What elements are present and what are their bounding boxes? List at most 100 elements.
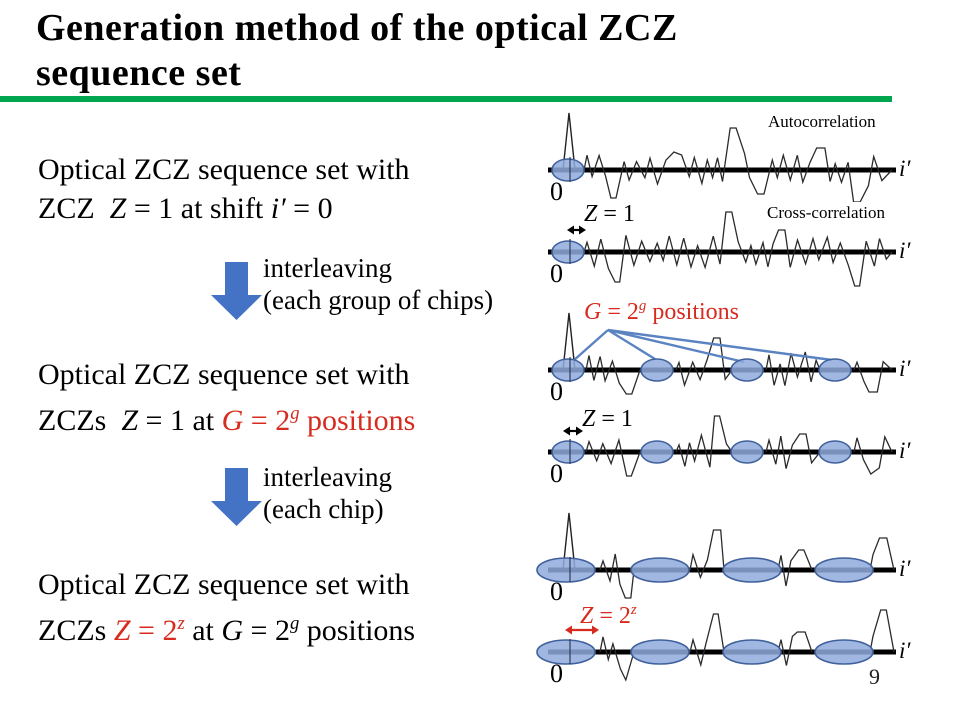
text-segment: = 2 (243, 404, 291, 437)
step-3-line-1: Optical ZCZ sequence set with (38, 568, 410, 601)
plot-autocorrelation-z2z: 0 i′ (520, 503, 960, 606)
plot-crosscorrelation-g-positions: Z = 1 0 i′ (520, 400, 960, 500)
z1-width-label: Z = 1 (584, 201, 635, 228)
var-z: z (177, 613, 185, 634)
pointer-line (607, 328, 833, 362)
text-segment: = 0 (285, 192, 333, 225)
sidelobe-noise (853, 360, 893, 393)
sidelobe-noise (689, 529, 725, 580)
axis-label: i′ (899, 556, 911, 581)
interleave-arrow-1 (211, 262, 263, 322)
g-positions-label: G = 2g positions (584, 298, 739, 326)
page-number: 9 (869, 664, 880, 689)
step-3-text: Optical ZCZ sequence set with ZCZs Z = 2… (38, 565, 415, 650)
zcz-zone-ellipse (818, 358, 852, 382)
g-positions-highlight: G = 2g positions (221, 403, 416, 437)
zcz-zone-ellipse (640, 358, 674, 382)
text-segment: = 1 at (138, 404, 222, 437)
text-segment: ZCZs (38, 614, 114, 647)
var-G: G (221, 614, 244, 647)
text-segment: = 1 (595, 406, 633, 432)
arrowhead-left-icon (567, 225, 574, 235)
zcz-zone-ellipse (536, 557, 596, 583)
sidelobe-noise (599, 553, 635, 599)
var-Z: Z (113, 614, 131, 647)
zcz-zone-ellipse (551, 158, 585, 182)
waveform-svg (536, 609, 896, 682)
superscript-g: g (290, 613, 299, 634)
pointer-line (607, 328, 745, 364)
waveform-svg (548, 211, 896, 287)
step-1-line-2: ZCZ Z = 1 at shift i′ = 0 (38, 189, 410, 228)
transition-1-line-2: (each group of chips) (263, 285, 494, 315)
var-G: G (221, 404, 244, 437)
text-segment: = 1 at shift (126, 192, 271, 225)
zcz-zone-ellipse (551, 358, 585, 382)
origin-label: 0 (550, 577, 563, 606)
axis-label: i′ (899, 238, 911, 263)
var-g: g (638, 298, 647, 314)
sidelobe-noise (599, 636, 635, 682)
z1-width-label: Z = 1 (582, 406, 633, 433)
step-1-line-1: Optical ZCZ sequence set with (38, 153, 410, 186)
axis-label: i′ (899, 438, 911, 463)
axis-label: i′ (899, 356, 911, 381)
sidelobe-noise (583, 211, 893, 287)
zcz-zone-ellipse (551, 440, 585, 464)
text-segment: = 2 (593, 603, 631, 629)
origin-label: 0 (550, 177, 563, 206)
sidelobe-noise (583, 127, 893, 202)
sidelobe-noise (675, 337, 733, 388)
zcz-zone-ellipse (722, 557, 782, 583)
text-segment: = 1 (597, 201, 635, 227)
zcz-zone-ellipse (640, 440, 674, 464)
zcz-zone-ellipse (814, 557, 874, 583)
superscript-g: g (639, 298, 646, 314)
transition-2-line-1: interleaving (263, 462, 392, 492)
sidelobe-noise (777, 631, 813, 666)
sidelobe-noise (765, 433, 821, 469)
text-segment: = 2 (601, 299, 639, 325)
zcz-zone-ellipse (818, 440, 852, 464)
transition-1-line-1: interleaving (263, 253, 392, 283)
plot-autocorrelation-z1: Autocorrelation 0 i′ (520, 105, 960, 206)
waveform-svg (548, 312, 896, 395)
origin-label: 0 (550, 259, 563, 288)
var-z: z (630, 602, 637, 618)
interleave-arrow-2 (211, 468, 263, 528)
zcz-zone-ellipse (630, 557, 690, 583)
text-segment: = 2 (130, 614, 178, 647)
origin-label: 0 (550, 377, 563, 406)
var-Z: Z (582, 406, 596, 432)
superscript-g: g (290, 403, 299, 424)
correlation-peak (562, 512, 576, 571)
arrowhead-right-icon (579, 225, 586, 235)
superscript-z: z (631, 602, 637, 618)
down-arrow-icon (211, 262, 262, 320)
step-2-line-1: Optical ZCZ sequence set with (38, 358, 410, 391)
step-2-text: Optical ZCZ sequence set with ZCZs Z = 1… (38, 355, 415, 440)
pointer-line (607, 328, 656, 361)
correlation-peak (562, 112, 576, 171)
arrowhead-left-icon (563, 426, 570, 436)
step-2-line-2: ZCZs Z = 1 at G = 2g positions (38, 394, 415, 440)
zcz-zone-ellipse (551, 240, 585, 264)
zcz-zone-ellipse (630, 639, 690, 665)
zcz-zone-ellipse (730, 440, 764, 464)
arrowhead-right-icon (576, 426, 583, 436)
title-line-2: sequence set (36, 52, 242, 94)
var-Z: Z (109, 192, 127, 225)
var-i-prime: i′ (270, 192, 286, 225)
superscript-z: z (177, 613, 184, 634)
waveform-svg (536, 512, 896, 599)
zcz-zone-ellipse (722, 639, 782, 665)
zcz-zone-ellipse (730, 358, 764, 382)
arrowhead-left-icon (565, 625, 572, 635)
arrowhead-right-icon (592, 625, 599, 635)
transition-1-label: interleaving (each group of chips) (263, 252, 493, 316)
text-segment: = 2 (243, 614, 290, 647)
sidelobe-noise (853, 434, 893, 475)
sidelobe-noise (869, 537, 895, 571)
down-arrow-icon (211, 468, 262, 526)
